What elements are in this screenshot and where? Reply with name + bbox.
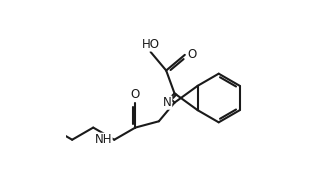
Text: O: O: [131, 88, 140, 101]
Text: O: O: [187, 48, 196, 61]
Text: HO: HO: [142, 38, 160, 51]
Text: NH: NH: [95, 133, 112, 146]
Text: N: N: [163, 96, 172, 109]
